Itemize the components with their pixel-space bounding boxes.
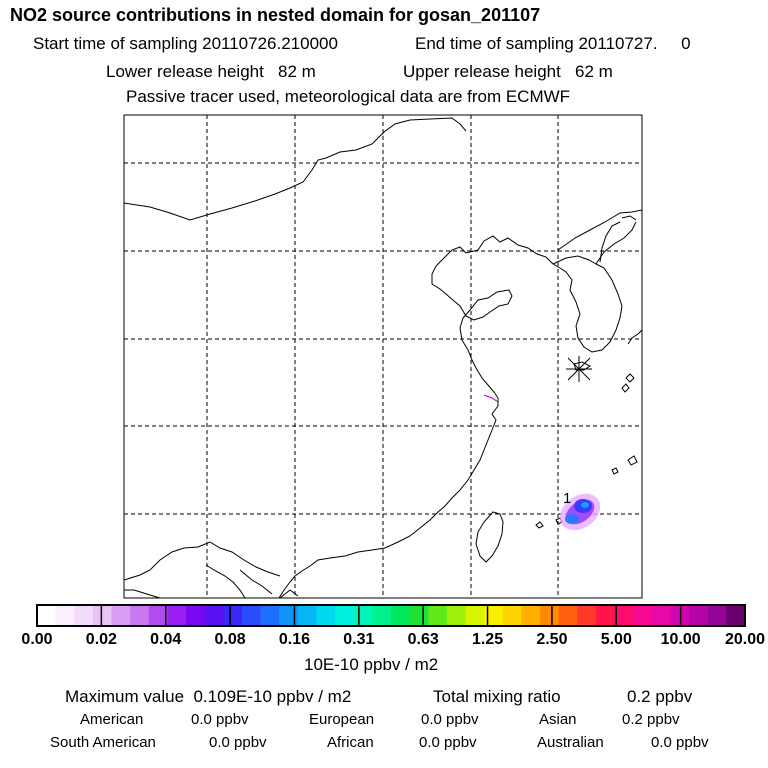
region-name: African (327, 734, 374, 751)
max-value: Maximum value 0.109E-10 ppbv / m2 (65, 687, 352, 706)
colorbar-swatch (223, 605, 243, 626)
colorbar-tick-label: 0.63 (407, 631, 439, 648)
receptor-marker-icon (566, 356, 592, 382)
colorbar-swatch (409, 605, 429, 626)
colorbar-swatch (148, 605, 168, 626)
concentration-plume (559, 493, 601, 531)
colorbar-tick-label: 0.08 (214, 631, 246, 648)
colorbar-swatch (558, 605, 578, 626)
region-name: American (80, 711, 144, 728)
end-time-label: End time of sampling 20110727. 0 (415, 34, 691, 53)
colorbar-tick-label: 20.00 (724, 631, 766, 648)
colorbar-swatch (614, 605, 634, 626)
colorbar-swatch (279, 605, 299, 626)
total-mixing-label: Total mixing ratio (433, 687, 561, 706)
colorbar-swatch (502, 605, 522, 626)
colorbar-tick-label: 2.50 (536, 631, 568, 648)
colorbar-swatch (689, 605, 709, 626)
colorbar-tick-label: 0.00 (21, 631, 53, 648)
colorbar-swatch (130, 605, 150, 626)
region-value: 0.0 ppbv (419, 734, 477, 751)
colorbar-swatch (651, 605, 671, 626)
colorbar-swatch (74, 605, 94, 626)
colorbar-swatch (428, 605, 448, 626)
colorbar-swatch (297, 605, 317, 626)
colorbar-swatch (372, 605, 392, 626)
colorbar-tick-label: 0.02 (85, 631, 117, 648)
region-value: 0.0 ppbv (209, 734, 267, 751)
colorbar-swatch (484, 605, 504, 626)
total-mixing-value: 0.2 ppbv (627, 687, 693, 706)
colorbar-swatch (521, 605, 541, 626)
colorbar-swatch (167, 605, 187, 626)
colorbar-tick-label: 0.04 (150, 631, 182, 648)
colorbar-swatch (633, 605, 653, 626)
colorbar-swatch (241, 605, 262, 626)
colorbar-swatch (391, 605, 411, 626)
region-value: 0.0 ppbv (191, 711, 249, 728)
lower-release-label: Lower release height 82 m (106, 62, 316, 81)
start-time-label: Start time of sampling 20110726.210000 (33, 34, 338, 53)
colorbar-tick-label: 5.00 (600, 631, 632, 648)
colorbar-frame (36, 604, 746, 627)
colorbar-swatch (726, 605, 746, 626)
upper-release-label: Upper release height 62 m (403, 62, 613, 81)
colorbar-swatch (92, 605, 113, 626)
region-name: European (309, 711, 375, 728)
colorbar-tick-label: 0.16 (278, 631, 311, 648)
colorbar-tick-label: 10.00 (660, 631, 701, 648)
colorbar-swatch (577, 605, 597, 626)
plot-title: NO2 source contributions in nested domai… (10, 5, 541, 25)
colorbar-swatch (55, 605, 75, 626)
region-name: Australian (537, 734, 604, 751)
colorbar-swatch (595, 605, 616, 626)
region-value: 0.2 ppbv (622, 711, 680, 728)
tracer-note: Passive tracer used, meteorological data… (126, 87, 571, 106)
region-name: Asian (539, 711, 577, 728)
colorbar-tick-label: 0.31 (343, 631, 375, 648)
colorbar-swatch (260, 605, 280, 626)
region-value: 0.0 ppbv (421, 711, 479, 728)
colorbar-swatch (465, 605, 485, 626)
colorbar-swatch (446, 605, 467, 626)
colorbar-swatch (37, 605, 57, 626)
colorbar-swatch (707, 605, 727, 626)
colorbar-swatch (111, 605, 131, 626)
colorbar-swatch (335, 605, 355, 626)
colorbar-tick-label: 1.25 (471, 631, 504, 648)
map-frame (123, 114, 643, 599)
source-label: 1 (563, 490, 571, 507)
region-name: South American (50, 734, 156, 751)
colorbar-swatch (186, 605, 206, 626)
colorbar-swatch (353, 605, 373, 626)
colorbar-swatch (316, 605, 336, 626)
colorbar-swatch (540, 605, 560, 626)
coastlines (124, 117, 642, 598)
colorbar-unit: 10E-10 ppbv / m2 (304, 655, 439, 674)
colorbar-swatch (204, 605, 224, 626)
region-value: 0.0 ppbv (651, 734, 709, 751)
